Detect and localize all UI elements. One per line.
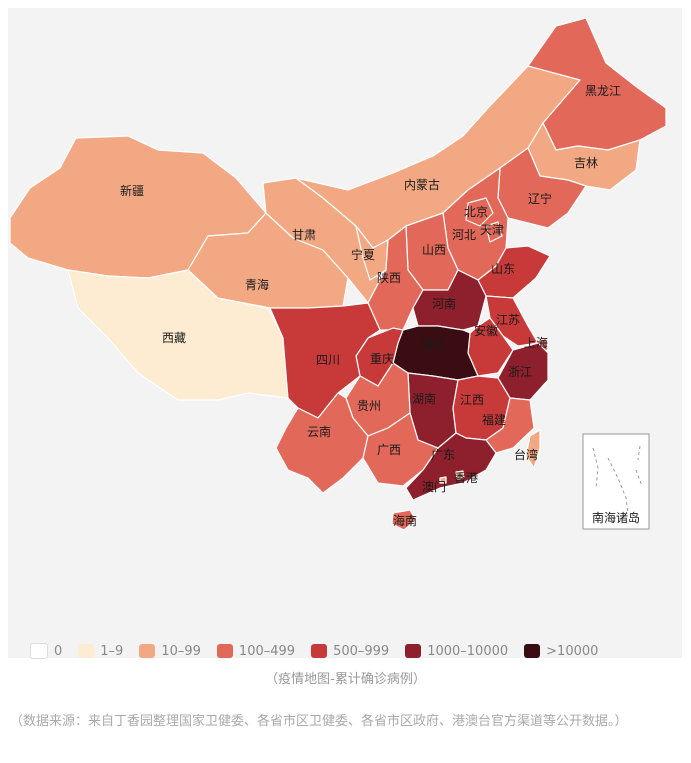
inset-label: 南海诸岛	[592, 510, 640, 525]
province-beijing[interactable]	[465, 197, 494, 227]
label-hunan: 湖南	[412, 391, 436, 406]
label-ningxia: 宁夏	[351, 247, 375, 262]
legend-swatch	[139, 644, 156, 658]
label-henan: 河南	[432, 296, 456, 311]
legend-label: >10000	[546, 643, 599, 659]
province-taiwan[interactable]	[525, 429, 541, 469]
province-tianjin[interactable]	[485, 221, 503, 243]
legend-label: 100–499	[238, 643, 296, 659]
legend-item[interactable]: >10000	[524, 644, 598, 659]
label-yunnan: 云南	[307, 424, 331, 439]
label-shandong: 山东	[491, 262, 515, 276]
legend-label: 10–99	[161, 643, 201, 659]
legend-label: 1–9	[100, 643, 124, 659]
province-sichuan[interactable]	[269, 302, 381, 419]
label-aomen: 澳门	[422, 479, 446, 494]
legend-swatch	[524, 644, 541, 658]
map-panel: 南海诸岛 新疆 西藏 青海 甘肃 内蒙古 黑龙江 吉林 辽宁 北京 天津 河北 …	[8, 8, 682, 659]
label-qinghai: 青海	[245, 277, 269, 292]
legend-item[interactable]: 100–499	[216, 643, 296, 659]
province-xianggang[interactable]	[455, 470, 465, 480]
province-labels: 新疆 西藏 青海 甘肃 内蒙古 黑龙江 吉林 辽宁 北京 天津 河北 山西 宁夏…	[120, 84, 621, 528]
label-hubei: 湖北	[421, 336, 445, 351]
label-hainan: 海南	[393, 513, 417, 528]
label-heilongjiang: 黑龙江	[585, 84, 621, 98]
label-tianjin: 天津	[480, 223, 504, 237]
label-liaoning: 辽宁	[528, 191, 552, 206]
label-gansu: 甘肃	[292, 228, 316, 242]
province-yunnan[interactable]	[275, 392, 369, 494]
legend-swatch	[311, 644, 328, 658]
province-hainan[interactable]	[391, 509, 417, 531]
label-xianggang: 香港	[454, 471, 478, 485]
label-fujian: 福建	[482, 412, 506, 427]
label-neimenggu: 内蒙古	[404, 177, 440, 192]
label-taiwan: 台湾	[514, 447, 538, 462]
label-zhejiang: 浙江	[508, 365, 532, 379]
legend-item[interactable]: 10–99	[139, 644, 201, 659]
label-beijing: 北京	[464, 205, 488, 219]
legend-swatch	[30, 643, 48, 659]
legend-item[interactable]: 500–999	[311, 644, 389, 659]
south-china-sea-inset: 南海诸岛	[582, 433, 650, 530]
legend-swatch	[78, 644, 95, 658]
label-guangdong: 广东	[431, 448, 455, 462]
legend-label: 1000–10000	[427, 643, 509, 659]
province-aomen[interactable]	[439, 476, 447, 484]
label-xinjiang: 新疆	[120, 183, 144, 198]
label-anhui: 安徽	[474, 323, 498, 338]
legend-label: 500–999	[333, 643, 390, 659]
data-source-note: （数据来源：来自丁香园整理国家卫健委、各省市区卫健委、各省市区政府、港澳台官方渠…	[10, 714, 628, 729]
label-jiangxi: 江西	[460, 393, 484, 407]
label-jiangsu: 江苏	[496, 313, 520, 327]
legend-swatch	[216, 644, 233, 658]
legend-swatch	[405, 644, 422, 658]
china-map: 南海诸岛 新疆 西藏 青海 甘肃 内蒙古 黑龙江 吉林 辽宁 北京 天津 河北 …	[9, 17, 667, 531]
label-shaanxi: 陕西	[377, 270, 401, 285]
label-xizang: 西藏	[162, 331, 186, 345]
map-caption: （疫情地图-累计确诊病例）	[265, 672, 426, 687]
label-shanxi: 山西	[422, 243, 446, 257]
legend-label: 0	[54, 643, 63, 659]
legend-item[interactable]: 0	[30, 643, 62, 659]
legend: 0 1–9 10–99 100–499 500–999 1000–10000 >10000	[30, 640, 614, 662]
legend-item[interactable]: 1–9	[78, 644, 123, 659]
label-shanghai: 上海	[524, 335, 548, 350]
label-guangxi: 广西	[377, 443, 401, 457]
province-guangdong[interactable]	[405, 432, 497, 501]
label-jilin: 吉林	[574, 156, 598, 170]
label-guizhou: 贵州	[357, 399, 381, 413]
label-chongqing: 重庆	[370, 352, 394, 366]
label-hebei: 河北	[452, 228, 476, 242]
legend-item[interactable]: 1000–10000	[405, 644, 508, 659]
label-sichuan: 四川	[316, 353, 340, 367]
